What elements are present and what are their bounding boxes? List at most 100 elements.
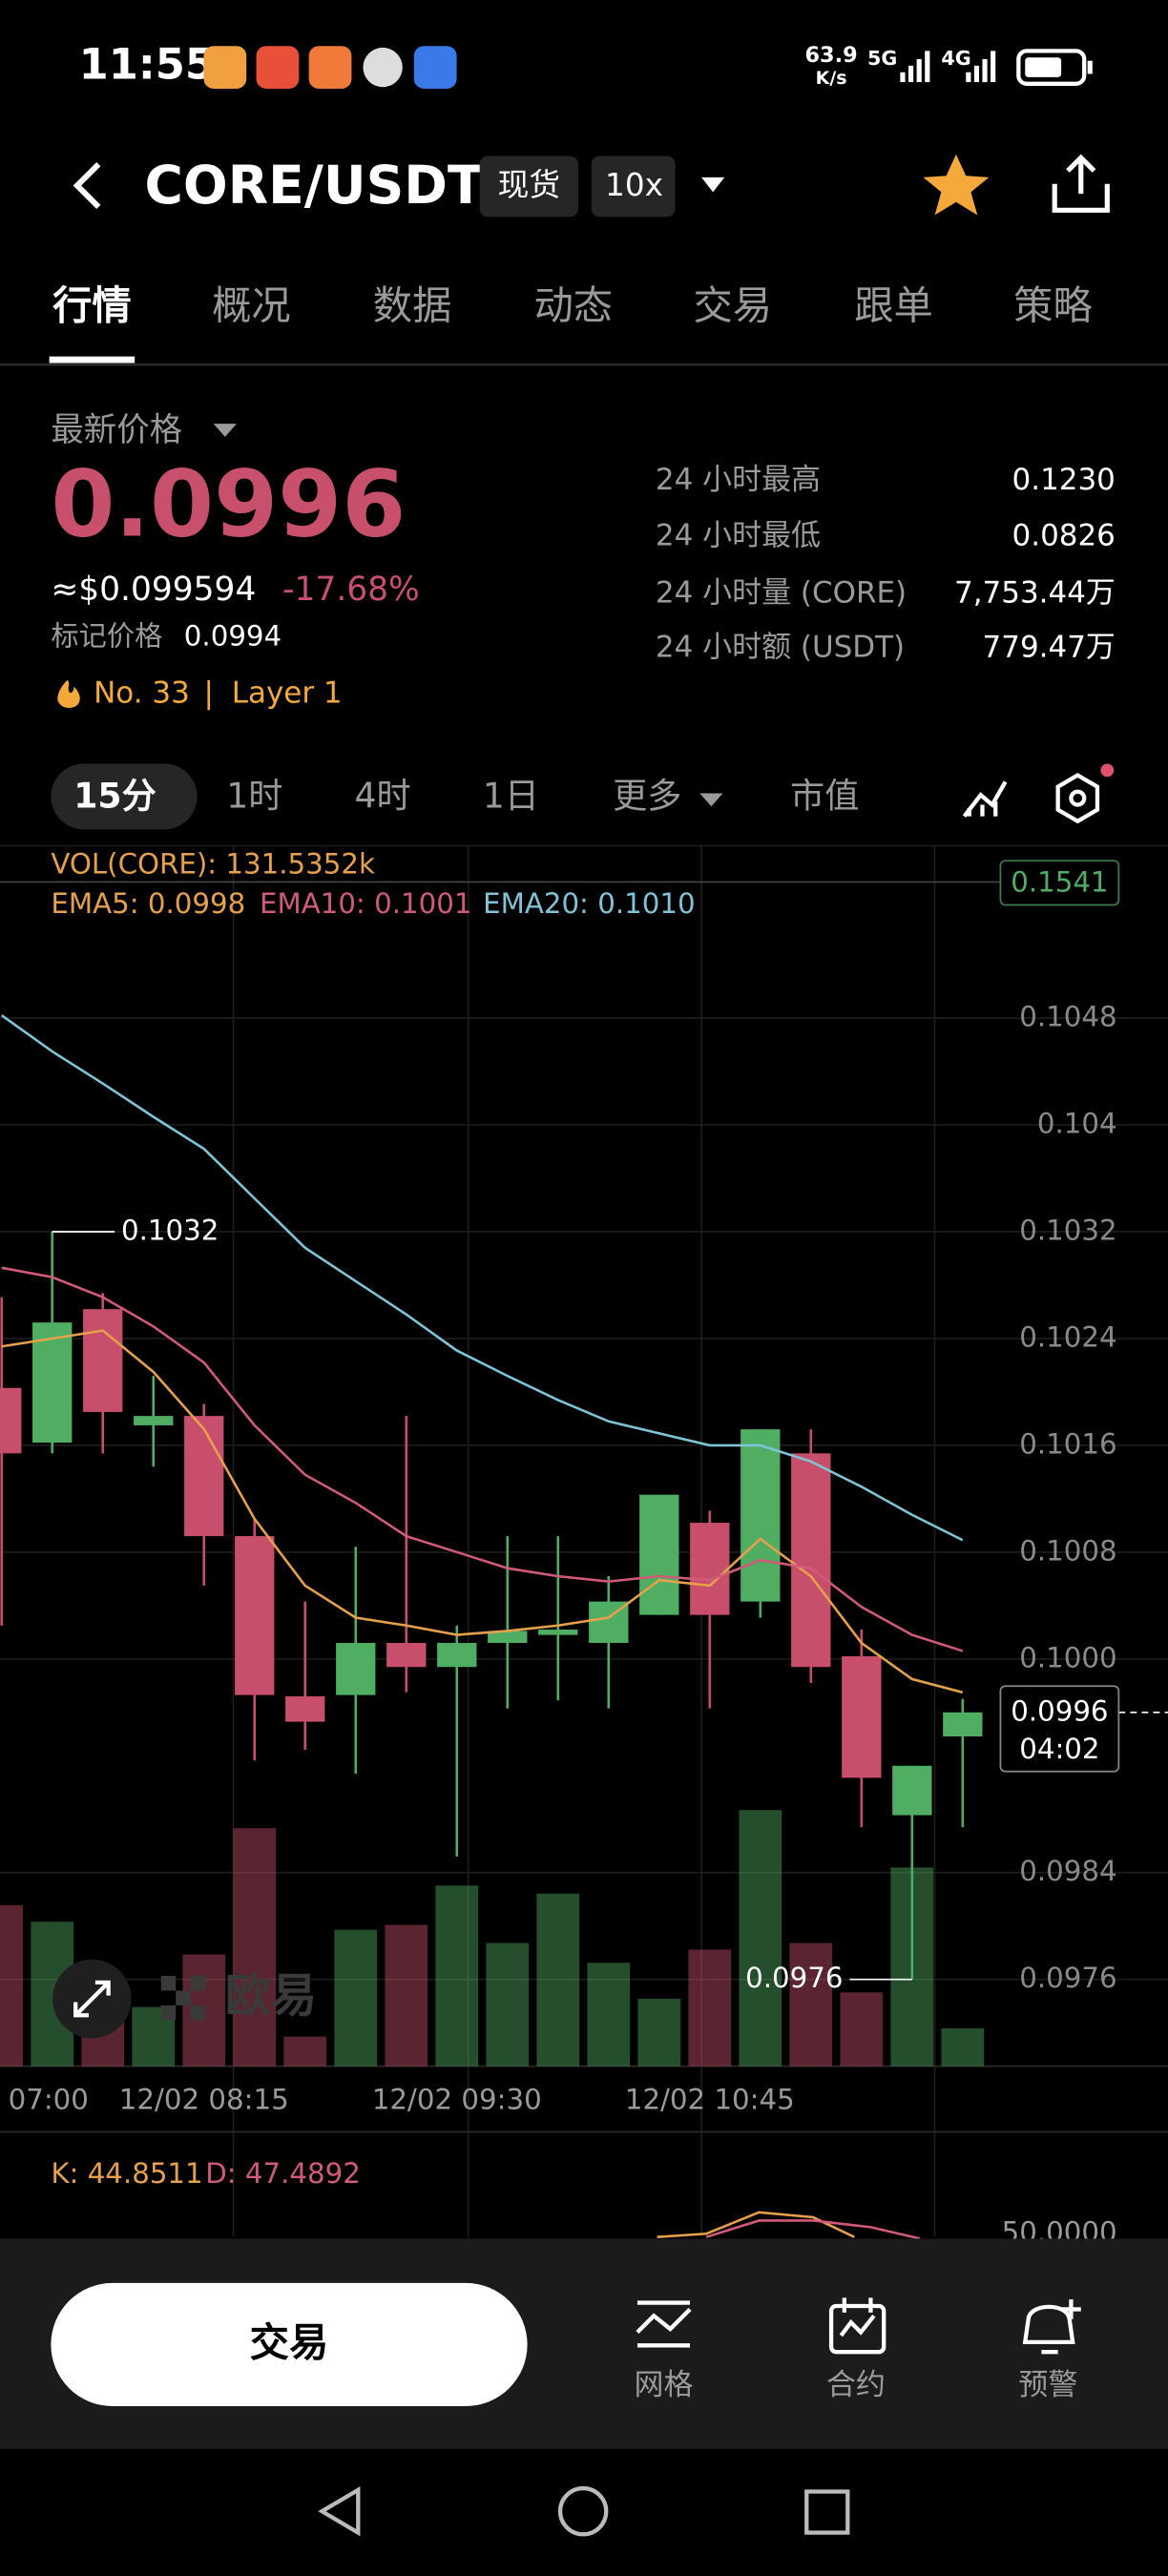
mark-price: 0.0994 bbox=[184, 619, 282, 652]
candle-body bbox=[134, 1416, 174, 1425]
candle-body bbox=[842, 1656, 882, 1778]
grid-icon[interactable] bbox=[636, 2300, 692, 2348]
tab[interactable]: 行情 bbox=[52, 283, 132, 329]
trade-button[interactable] bbox=[51, 2282, 528, 2406]
signal-label: 4G bbox=[941, 47, 970, 70]
notification-icons bbox=[203, 46, 457, 89]
signal-bars bbox=[900, 51, 996, 83]
stat-label: 24 小时量 (CORE) bbox=[656, 576, 907, 611]
stat-label: 24 小时最高 bbox=[656, 463, 821, 497]
dropdown-arrow[interactable] bbox=[699, 793, 723, 807]
volume-bar bbox=[637, 1998, 681, 2067]
interval[interactable]: 1时 bbox=[226, 776, 282, 817]
alert-label[interactable]: 预警 bbox=[1018, 2368, 1077, 2402]
interval[interactable]: 4时 bbox=[355, 776, 411, 817]
watermark: 欧易 bbox=[225, 1969, 317, 2023]
tab[interactable]: 动态 bbox=[534, 283, 614, 329]
stat-label: 24 小时额 (USDT) bbox=[656, 630, 905, 664]
volume-bar bbox=[334, 1929, 378, 2067]
y-tick-label: 0.1032 bbox=[1019, 1215, 1116, 1247]
legend-label: EMA5: 0.0998 bbox=[51, 887, 245, 920]
volume-bar bbox=[283, 2036, 327, 2067]
candle-body bbox=[943, 1712, 983, 1736]
interval[interactable]: 1日 bbox=[483, 776, 539, 817]
mark-label: 标记价格 bbox=[51, 619, 162, 652]
tab[interactable]: 跟单 bbox=[854, 283, 933, 329]
price-change: -17.68% bbox=[282, 571, 420, 609]
dropdown-arrow[interactable] bbox=[701, 177, 725, 193]
nav-back[interactable] bbox=[318, 2486, 361, 2537]
x-tick-label: 07:00 bbox=[9, 2083, 89, 2115]
net-unit: K/s bbox=[816, 68, 847, 89]
volume-bar bbox=[688, 1949, 732, 2067]
last-price-label: 0.0996 bbox=[1011, 1694, 1108, 1727]
volume-bar bbox=[385, 1924, 428, 2067]
net-speed: 63.9 bbox=[805, 43, 858, 68]
candle-body bbox=[285, 1696, 325, 1722]
candle-body bbox=[538, 1630, 578, 1635]
alert-icon[interactable] bbox=[1022, 2299, 1081, 2355]
volume-bar bbox=[789, 1942, 833, 2067]
y-tick-label: 0.1000 bbox=[1019, 1641, 1116, 1673]
y-tick-label: 0.104 bbox=[1037, 1108, 1117, 1140]
volume-bar bbox=[0, 1904, 24, 2067]
y-tick-label: 0.1024 bbox=[1019, 1320, 1116, 1353]
nav-home[interactable] bbox=[557, 2485, 609, 2537]
stat-value: 0.1230 bbox=[1012, 463, 1116, 497]
share-button[interactable] bbox=[1052, 154, 1110, 213]
candle-body bbox=[740, 1429, 781, 1602]
contract-icon[interactable] bbox=[828, 2297, 886, 2355]
tab[interactable]: 数据 bbox=[373, 283, 452, 329]
ema-line bbox=[1, 1329, 964, 1694]
candle-body bbox=[83, 1309, 123, 1412]
dropdown-arrow[interactable] bbox=[213, 424, 237, 437]
tab[interactable]: 策略 bbox=[1013, 283, 1093, 329]
contract-label[interactable]: 合约 bbox=[826, 2368, 886, 2402]
interval[interactable]: 更多 bbox=[613, 776, 681, 817]
legend-label: EMA10: 0.1001 bbox=[260, 887, 471, 920]
y-tick-label: 0.0984 bbox=[1019, 1855, 1116, 1887]
candle-body bbox=[336, 1643, 376, 1695]
stat-value: 7,753.44万 bbox=[954, 576, 1116, 611]
interval-pill bbox=[51, 763, 198, 830]
max-price-box bbox=[999, 860, 1120, 906]
rank: No. 33 bbox=[94, 676, 190, 711]
clock: 11:55 bbox=[79, 39, 215, 90]
volume-bar bbox=[840, 1992, 884, 2067]
ema-line bbox=[1, 1266, 964, 1652]
back-button[interactable] bbox=[73, 162, 101, 210]
badge bbox=[591, 156, 676, 218]
indicator-button[interactable] bbox=[962, 780, 1008, 818]
tab[interactable]: 概况 bbox=[212, 283, 291, 329]
stat-value: 779.47万 bbox=[983, 630, 1116, 664]
badge bbox=[479, 156, 578, 218]
max-price-label: 0.1541 bbox=[1011, 866, 1108, 899]
volume-bar bbox=[739, 1810, 782, 2067]
rank-icon bbox=[57, 679, 80, 708]
kdj-d: D: 47.4892 bbox=[205, 2157, 361, 2190]
volume-bar bbox=[941, 2028, 985, 2067]
y-tick-label: 0.1008 bbox=[1019, 1534, 1116, 1567]
interval[interactable]: 市值 bbox=[790, 776, 859, 817]
layer: Layer 1 bbox=[232, 676, 343, 711]
favorite-star[interactable] bbox=[923, 154, 990, 216]
legend-label: VOL(CORE): 131.5352k bbox=[51, 848, 375, 881]
candle-body bbox=[639, 1494, 679, 1615]
battery bbox=[1016, 49, 1093, 86]
separator: | bbox=[203, 676, 213, 711]
y-tick-label: 0.1048 bbox=[1019, 1001, 1116, 1033]
grid-label[interactable]: 网格 bbox=[635, 2368, 694, 2402]
volume-bar bbox=[536, 1893, 580, 2067]
candle-body bbox=[437, 1643, 477, 1668]
settings-button[interactable] bbox=[1055, 763, 1115, 824]
trade-button-label[interactable]: 交易 bbox=[250, 2319, 329, 2365]
y-tick-label: 0.0976 bbox=[1019, 1962, 1116, 1994]
expand-button[interactable] bbox=[52, 1959, 132, 2039]
interval[interactable]: 15分 bbox=[73, 776, 156, 817]
nav-recents[interactable] bbox=[804, 2489, 850, 2535]
tab[interactable]: 交易 bbox=[693, 283, 772, 329]
kdj-line bbox=[705, 2219, 921, 2240]
candle-body bbox=[690, 1523, 730, 1615]
